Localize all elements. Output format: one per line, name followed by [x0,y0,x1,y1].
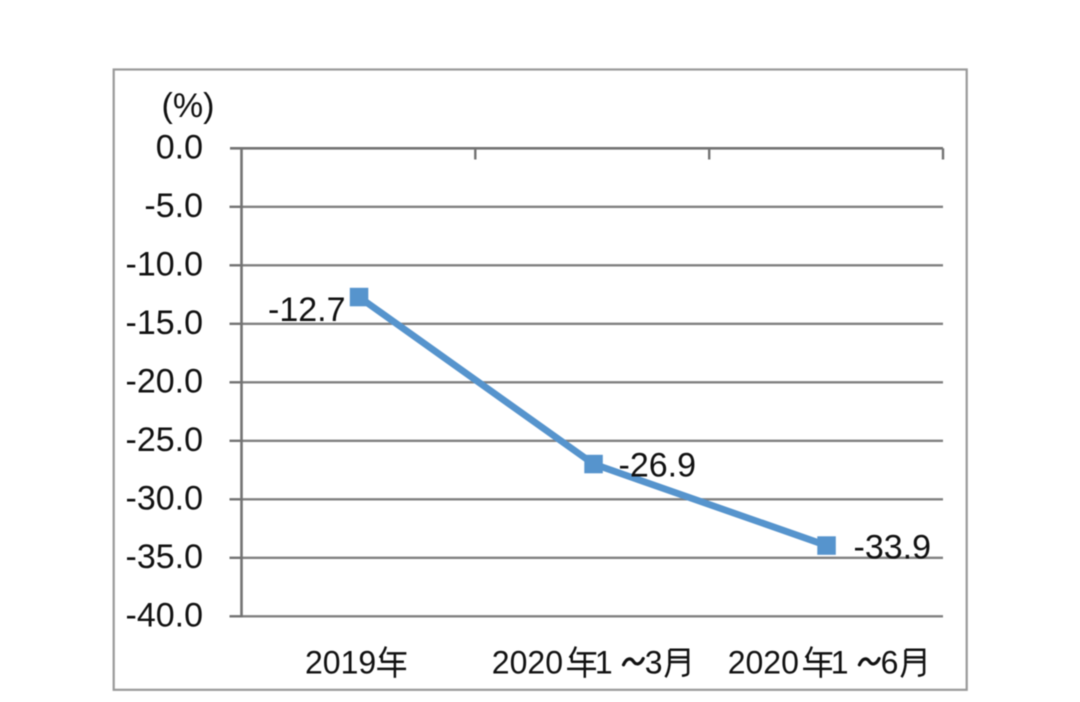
svg-text:-26.9: -26.9 [619,447,697,485]
svg-text:-30.0: -30.0 [126,479,204,517]
svg-text:-5.0: -5.0 [144,187,203,225]
svg-text:2020: 2020 [728,645,799,681]
svg-text:-15.0: -15.0 [126,304,204,342]
svg-text:-10.0: -10.0 [126,245,204,283]
svg-text:2019: 2019 [305,645,376,681]
svg-text:6: 6 [881,645,899,681]
svg-text:0.0: 0.0 [156,128,203,166]
svg-text:3: 3 [645,645,663,681]
svg-text:2020: 2020 [492,645,563,681]
svg-text:-20.0: -20.0 [126,362,204,400]
svg-text:-12.7: -12.7 [268,291,346,329]
svg-text:-25.0: -25.0 [126,421,204,459]
svg-text:1: 1 [595,645,613,681]
svg-text:-40.0: -40.0 [126,596,204,634]
svg-text:-33.9: -33.9 [854,529,932,567]
svg-text:(%): (%) [162,87,215,125]
svg-text:-35.0: -35.0 [126,538,204,576]
svg-text:1: 1 [831,645,849,681]
